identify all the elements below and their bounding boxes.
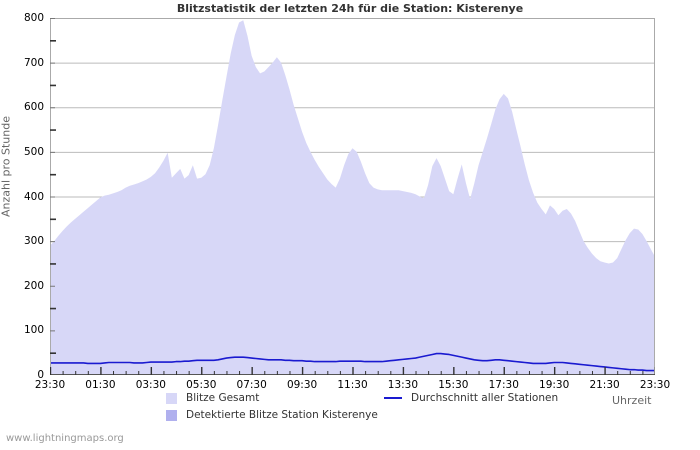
plot-area — [50, 18, 655, 375]
y-axis-title: Anzahl pro Stunde — [0, 116, 13, 218]
x-tick-label: 09:30 — [286, 379, 318, 391]
y-tick-label: 100 — [23, 324, 44, 337]
y-tick-label: 800 — [23, 12, 44, 24]
legend-label-total: Blitze Gesamt — [186, 392, 260, 404]
y-tick-label: 700 — [23, 56, 44, 69]
y-tick-label: 600 — [23, 101, 44, 114]
y-axis-tick-labels: 0 100 200 300 400 500 600 700 800 — [0, 12, 44, 381]
y-tick-label: 500 — [23, 145, 44, 158]
x-tick-label: 23:30 — [639, 379, 671, 391]
footer-url: www.lightningmaps.org — [6, 433, 124, 444]
area-total-lightning — [50, 20, 655, 375]
chart-svg — [50, 18, 655, 375]
legend-item-average[interactable]: Durchschnitt aller Stationen — [384, 392, 558, 404]
x-tick-label: 11:30 — [337, 379, 368, 391]
y-tick-label: 0 — [37, 369, 44, 381]
chart-title: Blitzstatistik der letzten 24h für die S… — [176, 2, 524, 15]
legend-label-station: Detektierte Blitze Station Kisterenye — [186, 409, 378, 421]
x-axis-title: Uhrzeit — [612, 394, 652, 407]
x-tick-label: 19:30 — [539, 379, 570, 391]
x-tick-label: 05:30 — [186, 379, 217, 391]
x-tick-label: 03:30 — [135, 379, 166, 391]
legend-label-average: Durchschnitt aller Stationen — [411, 392, 559, 404]
y-tick-label: 200 — [23, 279, 44, 292]
x-tick-label: 07:30 — [236, 379, 267, 391]
line-average-all-stations — [50, 352, 655, 372]
legend-item-station[interactable]: Detektierte Blitze Station Kisterenye — [166, 409, 378, 421]
x-tick-label: 17:30 — [488, 379, 519, 391]
x-tick-label: 15:30 — [438, 379, 469, 391]
x-tick-label: 01:30 — [85, 379, 116, 391]
y-tick-label: 300 — [23, 235, 44, 248]
legend-swatch-station — [166, 409, 177, 421]
x-axis-tick-labels: 23:30 01:30 03:30 05:30 07:30 09:30 11:30 13:30… — [0, 379, 700, 395]
chart-legend: Blitze Gesamt Durchschnitt aller Station… — [0, 392, 700, 430]
legend-line-average — [384, 397, 402, 399]
legend-swatch-total — [166, 392, 177, 404]
x-tick-label: 21:30 — [589, 379, 620, 391]
x-tick-label: 23:30 — [34, 379, 66, 391]
legend-item-total[interactable]: Blitze Gesamt — [166, 392, 259, 404]
x-tick-label: 13:30 — [387, 379, 419, 391]
y-tick-label: 400 — [23, 190, 44, 203]
